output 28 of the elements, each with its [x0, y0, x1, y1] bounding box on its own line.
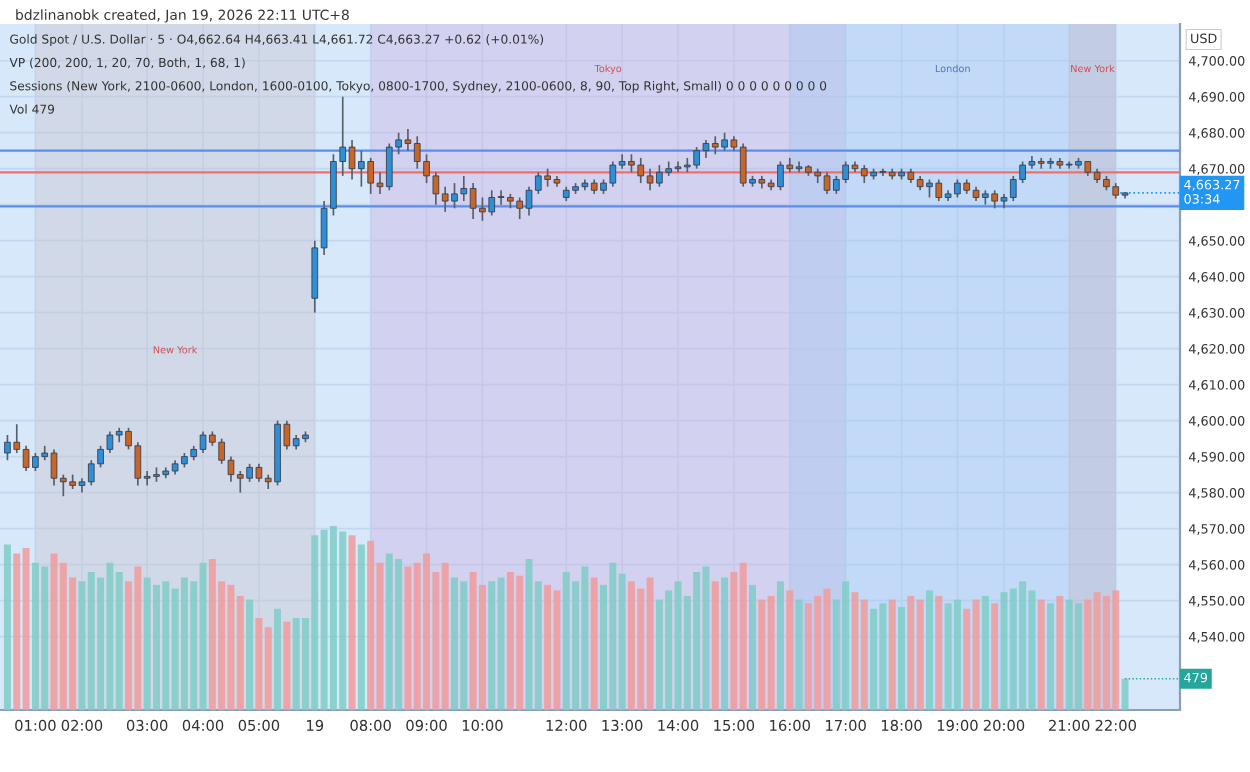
bar [544, 584, 552, 710]
bar [925, 590, 933, 710]
bar [1121, 678, 1129, 710]
bar [1037, 599, 1045, 710]
bar [357, 544, 365, 710]
bar [721, 577, 729, 710]
bar [1074, 603, 1082, 710]
bar [981, 595, 989, 710]
bar [590, 577, 598, 710]
bar [749, 584, 757, 710]
bar [274, 608, 282, 710]
bar [1047, 603, 1055, 710]
bar [935, 595, 943, 710]
bar [898, 606, 906, 710]
bar [991, 603, 999, 710]
bar [795, 599, 803, 710]
bar [888, 599, 896, 710]
bar [1056, 595, 1064, 710]
bar [776, 581, 784, 710]
bar [3, 544, 11, 710]
bar [367, 540, 375, 710]
bar [870, 608, 878, 710]
bar [786, 590, 794, 710]
bar [348, 535, 356, 710]
bar [953, 599, 961, 710]
bar [711, 581, 719, 710]
bar [283, 621, 291, 710]
bar [246, 599, 254, 710]
